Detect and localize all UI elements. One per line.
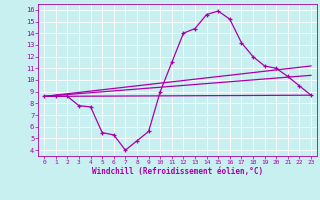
X-axis label: Windchill (Refroidissement éolien,°C): Windchill (Refroidissement éolien,°C) <box>92 167 263 176</box>
